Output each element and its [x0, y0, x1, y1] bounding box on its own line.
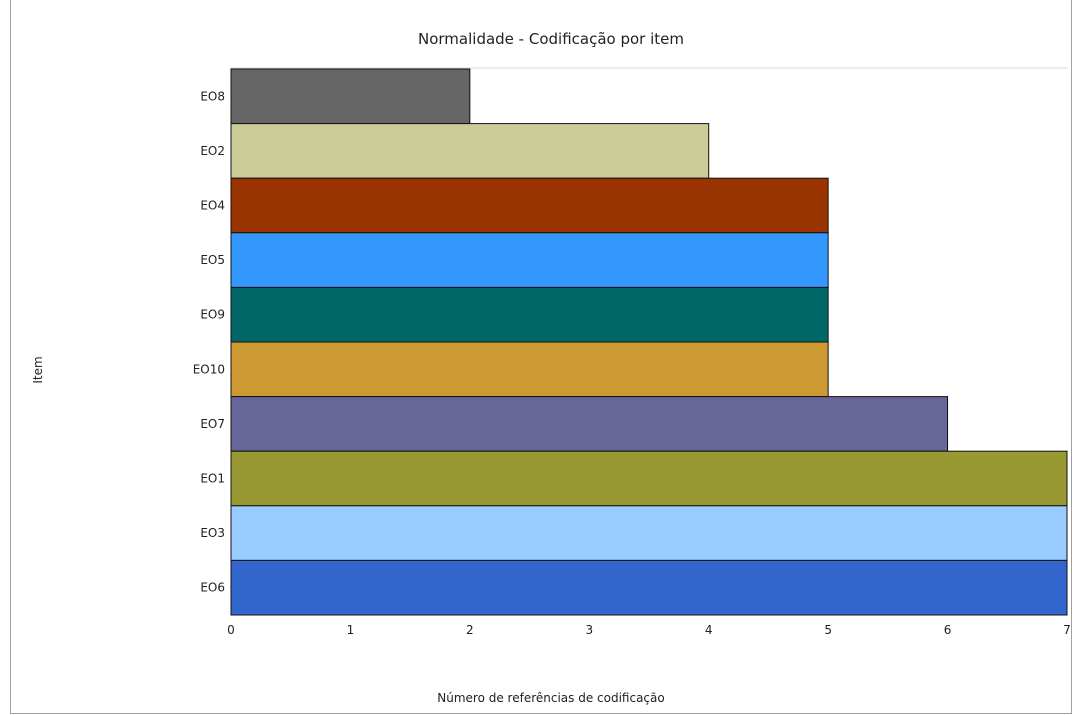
bar-eo7 — [230, 396, 949, 452]
category-label-eo4: EO4 — [200, 199, 225, 213]
chart-title: Normalidade - Codificação por item — [418, 30, 684, 48]
x-tick-5: 5 — [824, 623, 832, 637]
x-tick-3: 3 — [585, 623, 593, 637]
category-label-eo7: EO7 — [200, 417, 225, 431]
x-tick-7: 7 — [1063, 623, 1071, 637]
category-label-eo6: EO6 — [200, 581, 225, 595]
bar-eo4 — [230, 177, 829, 234]
category-label-eo10: EO10 — [193, 362, 225, 376]
x-axis-label: Número de referências de codificação — [437, 691, 664, 705]
bar-eo6 — [230, 559, 1068, 616]
bar-eo8 — [230, 68, 471, 125]
bar-eo2 — [230, 123, 710, 179]
category-label-eo3: EO3 — [200, 526, 225, 540]
bar-eo1 — [230, 450, 1068, 507]
bar-eo5 — [230, 232, 829, 288]
category-label-eo2: EO2 — [200, 144, 225, 158]
bar-eo10 — [230, 341, 829, 398]
x-tick-4: 4 — [705, 623, 713, 637]
category-label-eo9: EO9 — [200, 308, 225, 322]
x-tick-2: 2 — [466, 623, 474, 637]
bars-group — [230, 68, 1068, 616]
y-axis-label: Item — [31, 356, 45, 383]
bar-eo3 — [230, 505, 1068, 561]
category-labels: EO8 EO2 EO4 EO5 EO9 EO10 EO7 EO1 EO3 EO6 — [193, 89, 225, 594]
x-tick-labels: 0 1 2 3 4 5 6 7 — [227, 623, 1071, 637]
x-tick-0: 0 — [227, 623, 235, 637]
x-tick-6: 6 — [944, 623, 952, 637]
bar-eo9 — [230, 286, 829, 343]
category-label-eo5: EO5 — [200, 253, 225, 267]
category-label-eo8: EO8 — [200, 89, 225, 103]
x-tick-1: 1 — [347, 623, 355, 637]
category-label-eo1: EO1 — [200, 472, 225, 486]
